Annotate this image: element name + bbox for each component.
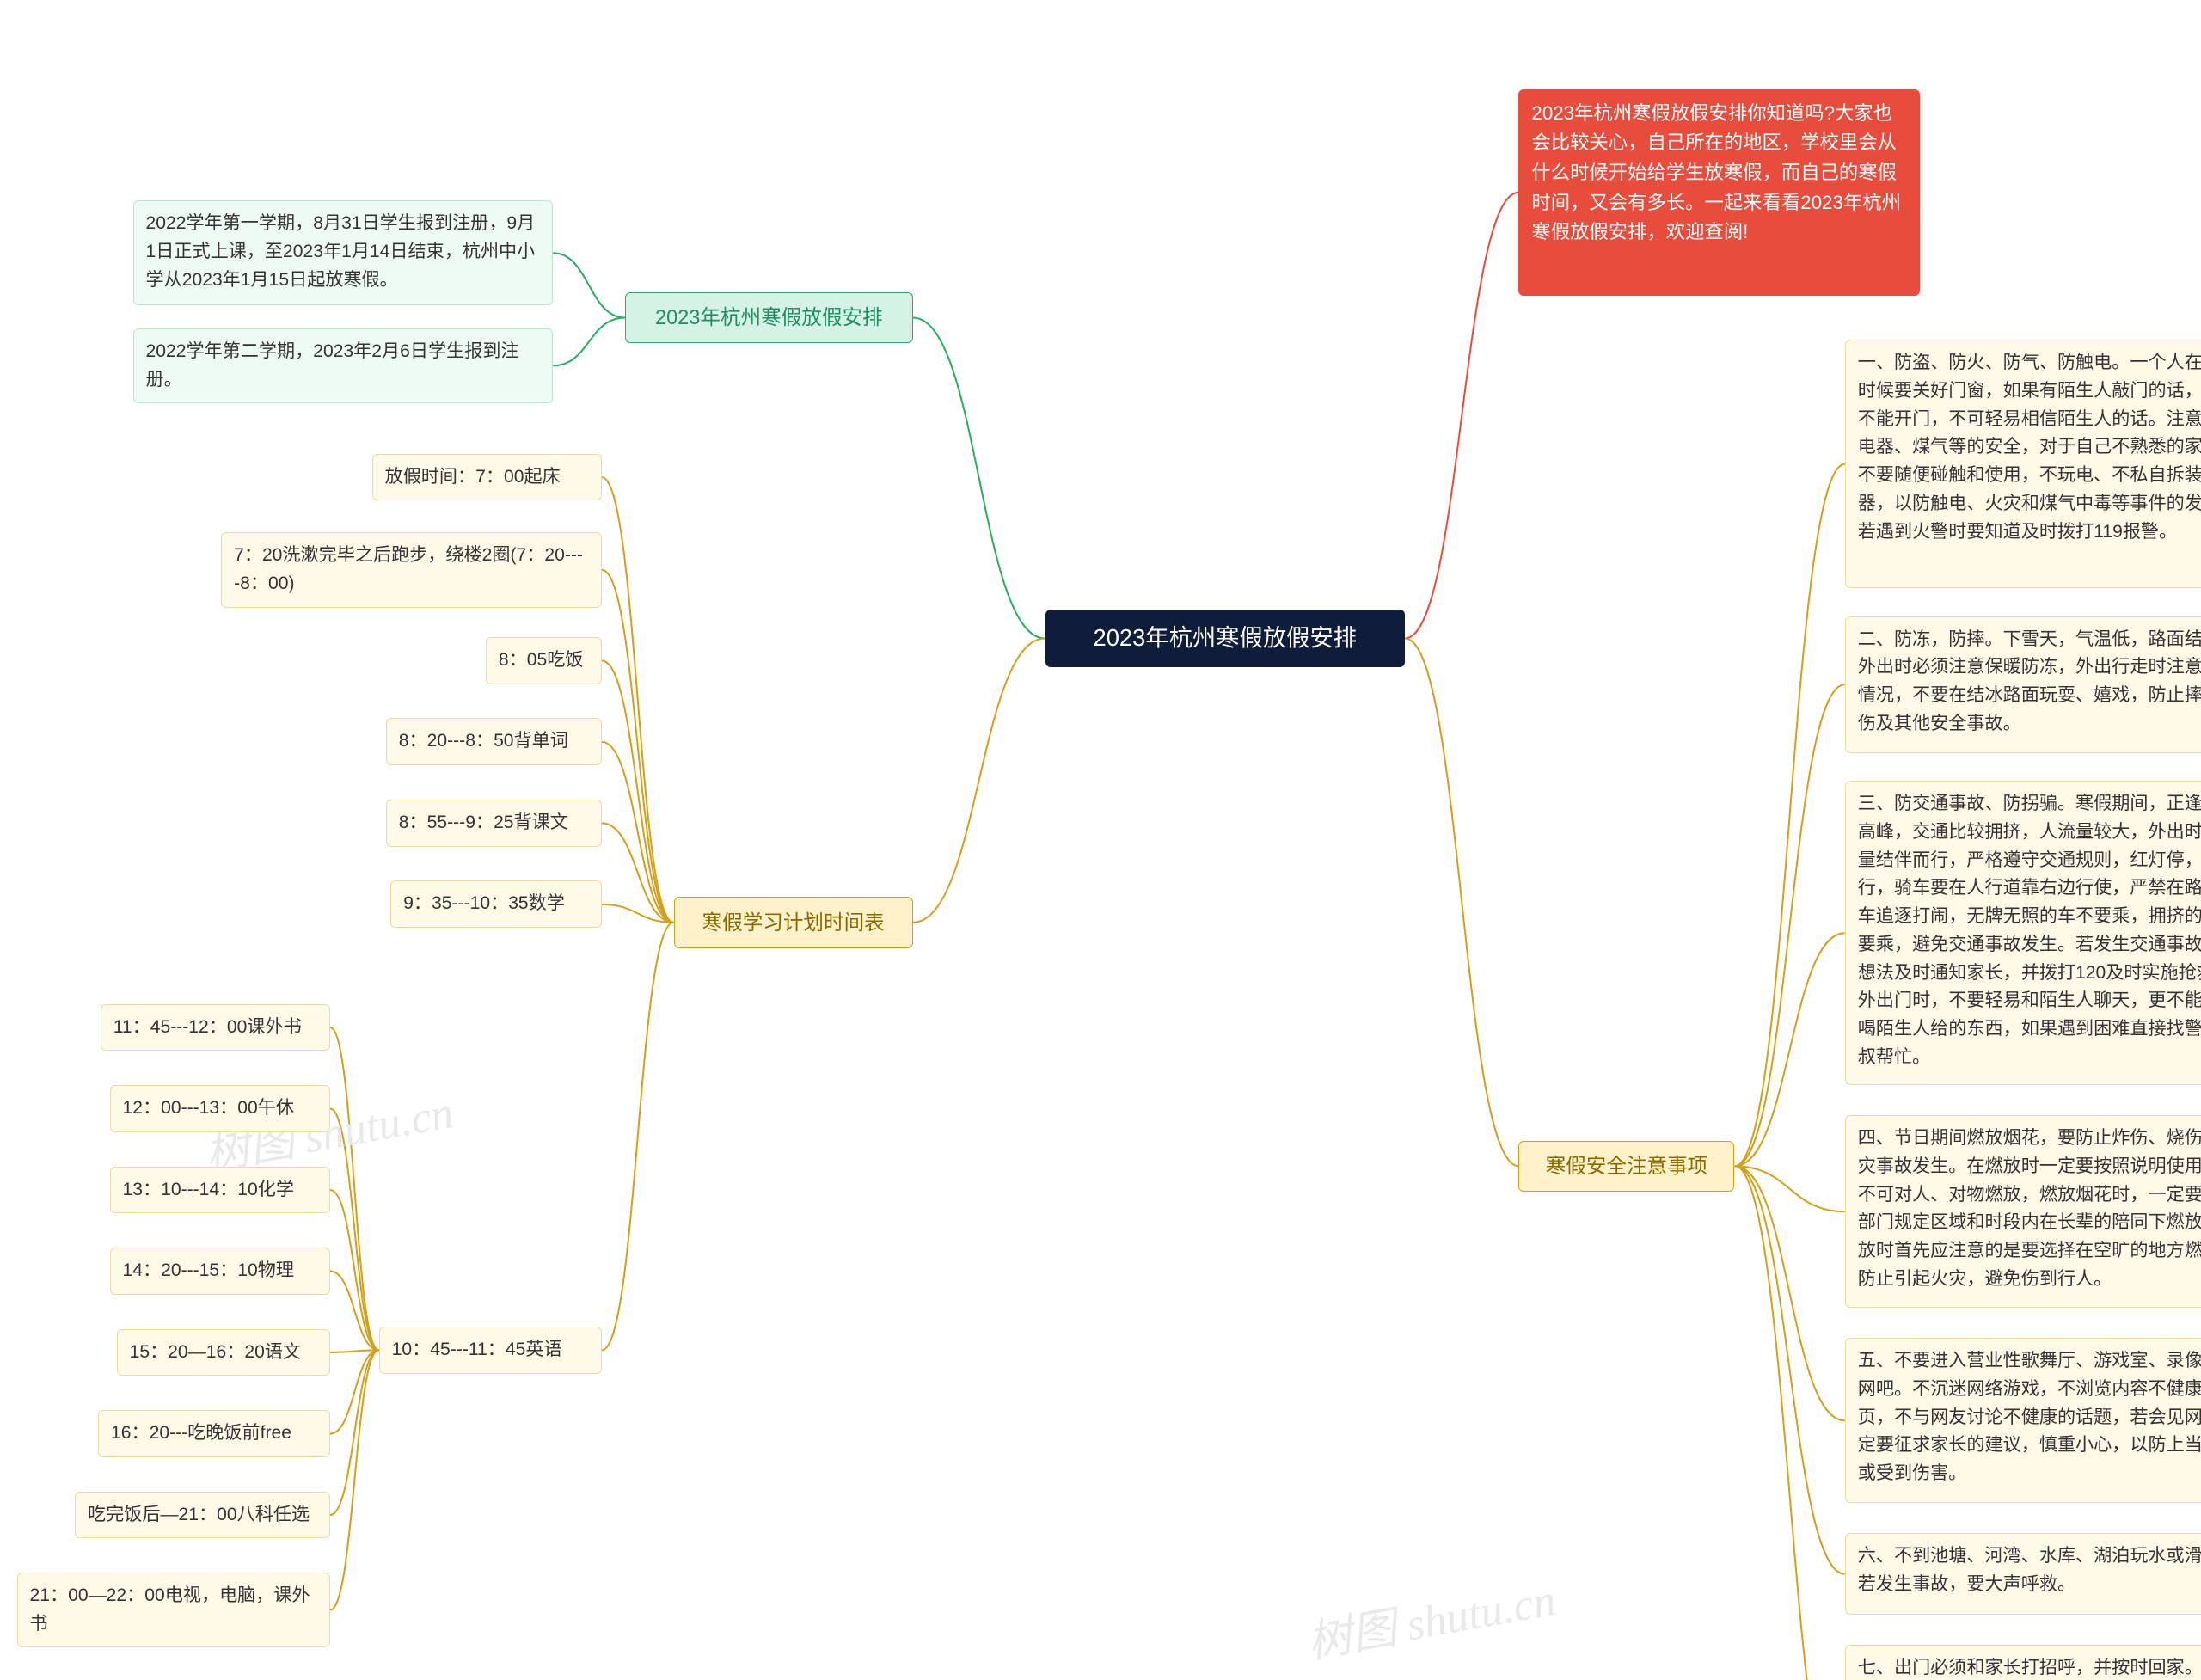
mindmap-link xyxy=(330,1350,379,1515)
mindmap-node-p7g: 吃完饭后—21：00八科任选 xyxy=(75,1492,330,1539)
mindmap-link xyxy=(602,477,674,923)
mindmap-node-p6: 9：35---10：35数学 xyxy=(390,880,602,928)
mindmap-link xyxy=(330,1190,379,1350)
mindmap-node-p1: 放假时间：7：00起床 xyxy=(372,454,602,501)
mindmap-node-p7h: 21：00—22：00电视，电脑，课外书 xyxy=(17,1573,331,1647)
mindmap-node-plan: 寒假学习计划时间表 xyxy=(674,897,913,947)
mindmap-link xyxy=(1735,464,1845,1167)
mindmap-link xyxy=(1735,1166,1845,1211)
mindmap-link xyxy=(1735,933,1845,1166)
mindmap-link xyxy=(602,570,674,923)
mindmap-link xyxy=(330,1350,379,1433)
mindmap-node-p7d: 14：20---15：10物理 xyxy=(110,1248,331,1295)
mindmap-node-s7: 七、出门必须和家长打招呼，并按时回家。不准夜间9点以后在外玩耍，夜晚不得单独出门… xyxy=(1845,1645,2201,1680)
mindmap-node-safety: 寒假安全注意事项 xyxy=(1518,1141,1734,1192)
mindmap-node-p4: 8：20---8：50背单词 xyxy=(386,718,602,765)
mindmap-link xyxy=(1735,1166,1845,1420)
watermark: 树图 shutu.cn xyxy=(1302,1563,1560,1671)
mindmap-link xyxy=(1735,684,1845,1166)
mindmap-link xyxy=(602,823,674,922)
mindmap-node-p3: 8：05吃饭 xyxy=(486,637,602,684)
mindmap-node-s5: 五、不要进入营业性歌舞厅、游戏室、录像厅和网吧。不沉迷网络游戏，不浏览内容不健康… xyxy=(1845,1338,2201,1503)
mindmap-link xyxy=(602,660,674,922)
mindmap-link xyxy=(602,904,674,923)
mindmap-node-p7c: 13：10---14：10化学 xyxy=(110,1167,331,1214)
mindmap-node-sched1: 2022学年第一学期，8月31日学生报到注册，9月1日正式上课，至2023年1月… xyxy=(133,200,554,305)
mindmap-node-p7a: 11：45---12：00课外书 xyxy=(101,1004,330,1052)
mindmap-link xyxy=(1735,1166,1845,1573)
mindmap-link xyxy=(1405,639,1518,1167)
mindmap-node-p7b: 12：00---13：00午休 xyxy=(110,1085,331,1132)
mindmap-node-s2: 二、防冻，防摔。下雪天，气温低，路面结冰，外出时必须注意保暖防冻，外出行走时注意… xyxy=(1845,616,2201,753)
mindmap-node-p7: 10：45---11：45英语 xyxy=(379,1327,602,1374)
mindmap-link xyxy=(330,1350,379,1609)
mindmap-link xyxy=(553,317,625,365)
mindmap-link xyxy=(330,1109,379,1351)
mindmap-link xyxy=(330,1272,379,1351)
mindmap-node-s1: 一、防盗、防火、防气、防触电。一个人在家的时候要关好门窗，如果有陌生人敲门的话，… xyxy=(1845,340,2201,588)
mindmap-link xyxy=(913,317,1045,638)
mindmap-node-intro: 2023年杭州寒假放假安排你知道吗?大家也会比较关心，自己所在的地区，学校里会从… xyxy=(1518,89,1920,296)
mindmap-node-schedule: 2023年杭州寒假放假安排 xyxy=(625,292,913,343)
mindmap-node-root: 2023年杭州寒假放假安排 xyxy=(1045,610,1406,668)
mindmap-link xyxy=(602,923,674,1351)
mindmap-link xyxy=(330,1350,379,1352)
mindmap-node-p7e: 15：20—16：20语文 xyxy=(117,1329,330,1376)
mindmap-link xyxy=(913,639,1045,923)
mindmap-node-p7f: 16：20---吃晚饭前free xyxy=(98,1410,330,1457)
mindmap-node-s3: 三、防交通事故、防拐骗。寒假期间，正逢春运高峰，交通比较拥挤，人流量较大，外出时… xyxy=(1845,781,2201,1085)
mindmap-link xyxy=(1405,193,1518,639)
mindmap-node-p2: 7：20洗漱完毕之后跑步，绕楼2圈(7：20----8：00) xyxy=(221,532,602,607)
mindmap-link xyxy=(602,742,674,923)
mindmap-node-sched2: 2022学年第二学期，2023年2月6日学生报到注册。 xyxy=(133,328,554,403)
mindmap-node-p5: 8：55---9：25背课文 xyxy=(386,800,602,847)
mindmap-node-s4: 四、节日期间燃放烟花，要防止炸伤、烧伤和火灾事故发生。在燃放时一定要按照说明使用… xyxy=(1845,1115,2201,1308)
mindmap-link xyxy=(330,1027,379,1350)
mindmap-node-s6: 六、不到池塘、河湾、水库、湖泊玩水或滑冰，若发生事故，要大声呼救。 xyxy=(1845,1533,2201,1615)
mindmap-link xyxy=(1735,1166,1845,1680)
mindmap-link xyxy=(553,253,625,317)
